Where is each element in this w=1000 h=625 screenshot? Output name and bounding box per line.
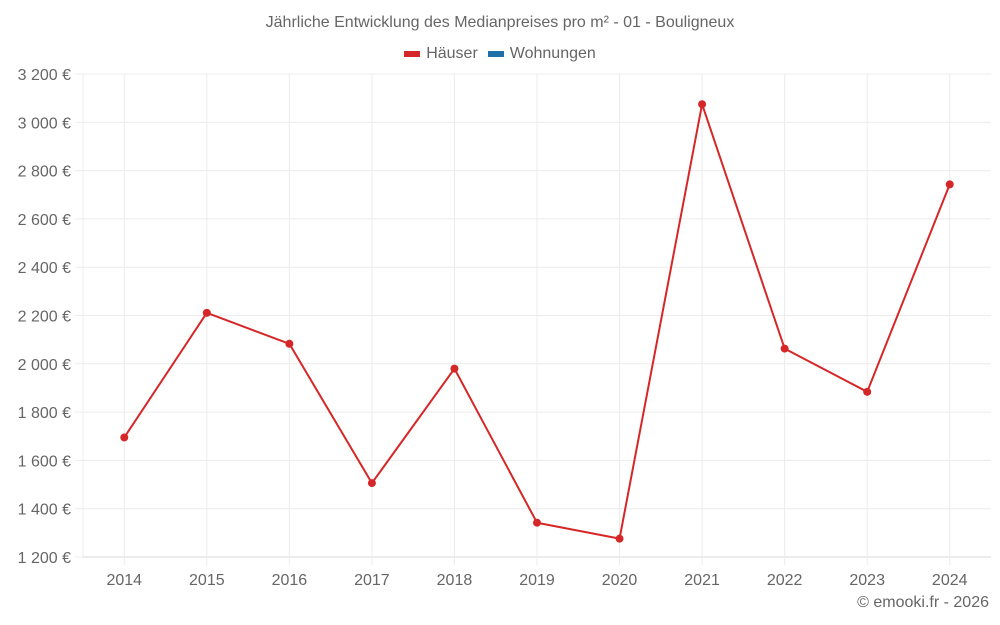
credit-text: © emooki.fr - 2026	[857, 594, 989, 611]
y-tick-label: 1 600 €	[18, 453, 71, 470]
x-tick-label: 2014	[106, 572, 142, 589]
legend-swatch-wohnungen	[487, 51, 504, 57]
data-point	[863, 387, 872, 396]
legend-item-haeuser[interactable]: Häuser	[404, 45, 478, 63]
x-tick-label: 2018	[437, 572, 473, 589]
x-tick-label: 2024	[932, 572, 968, 589]
legend-swatch-haeuser	[404, 51, 421, 57]
x-tick-label: 2020	[602, 572, 638, 589]
data-point	[285, 339, 294, 348]
x-tick-label: 2016	[272, 572, 308, 589]
x-tick-label: 2022	[767, 572, 803, 589]
y-tick-label: 2 800 €	[18, 164, 71, 181]
data-point	[120, 433, 129, 442]
y-tick-label: 2 400 €	[18, 260, 71, 277]
y-tick-label: 2 200 €	[18, 309, 71, 326]
x-tick-label: 2017	[354, 572, 390, 589]
legend-label-wohnungen: Wohnungen	[509, 45, 596, 62]
y-tick-label: 3 200 €	[18, 67, 71, 84]
data-point	[533, 518, 541, 527]
y-tick-label: 2 600 €	[18, 212, 71, 229]
data-point	[202, 308, 211, 317]
y-tick-label: 1 200 €	[18, 550, 71, 567]
data-point	[450, 364, 459, 373]
x-tick-label: 2021	[684, 572, 720, 589]
data-point	[945, 180, 954, 189]
legend-label-haeuser: Häuser	[426, 45, 478, 62]
x-tick-label: 2015	[189, 572, 225, 589]
data-point	[615, 534, 624, 543]
y-tick-label: 1 800 €	[18, 405, 71, 422]
legend: Häuser Wohnungen	[0, 45, 1000, 63]
y-tick-label: 2 000 €	[18, 357, 71, 374]
data-point	[780, 344, 789, 353]
chart-title: Jährliche Entwicklung des Medianpreises …	[265, 14, 735, 31]
x-tick-label: 2023	[849, 572, 885, 589]
x-tick-label: 2019	[519, 572, 555, 589]
data-point	[698, 100, 707, 109]
y-tick-label: 3 000 €	[18, 115, 71, 132]
legend-item-wohnungen[interactable]: Wohnungen	[487, 45, 596, 63]
data-point	[367, 479, 376, 488]
y-tick-label: 1 400 €	[18, 502, 71, 519]
